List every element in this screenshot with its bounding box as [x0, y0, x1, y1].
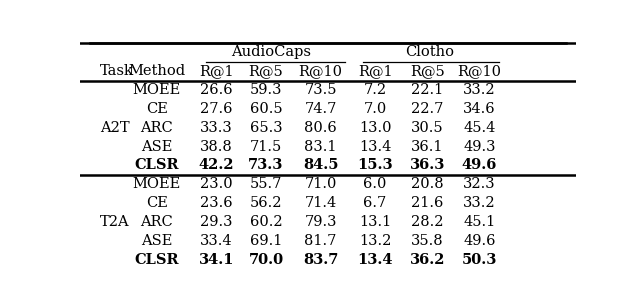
Text: 71.0: 71.0	[305, 177, 337, 191]
Text: ARC: ARC	[141, 121, 173, 135]
Text: 71.5: 71.5	[250, 140, 282, 154]
Text: Clotho: Clotho	[405, 45, 454, 59]
Text: 49.6: 49.6	[463, 234, 495, 248]
Text: 20.8: 20.8	[411, 177, 444, 191]
Text: CLSR: CLSR	[134, 158, 179, 173]
Text: Task: Task	[100, 64, 134, 78]
Text: 13.4: 13.4	[359, 140, 391, 154]
Text: 71.4: 71.4	[305, 196, 337, 210]
Text: 38.8: 38.8	[200, 140, 233, 154]
Text: ARC: ARC	[141, 215, 173, 229]
Text: 27.6: 27.6	[200, 102, 233, 116]
Text: 73.3: 73.3	[248, 158, 284, 173]
Text: 83.7: 83.7	[303, 253, 339, 267]
Text: MOEE: MOEE	[132, 83, 181, 97]
Text: 50.3: 50.3	[461, 253, 497, 267]
Text: 33.4: 33.4	[200, 234, 233, 248]
Text: 42.2: 42.2	[198, 158, 234, 173]
Text: 45.4: 45.4	[463, 121, 495, 135]
Text: 80.6: 80.6	[304, 121, 337, 135]
Text: 32.3: 32.3	[463, 177, 495, 191]
Text: 34.6: 34.6	[463, 102, 495, 116]
Text: CE: CE	[146, 102, 168, 116]
Text: 34.1: 34.1	[198, 253, 234, 267]
Text: 55.7: 55.7	[250, 177, 282, 191]
Text: 73.5: 73.5	[304, 83, 337, 97]
Text: R@1: R@1	[199, 64, 234, 78]
Text: 33.3: 33.3	[200, 121, 233, 135]
Text: 81.7: 81.7	[305, 234, 337, 248]
Text: R@5: R@5	[248, 64, 284, 78]
Text: T2A: T2A	[100, 215, 129, 229]
Text: 35.8: 35.8	[411, 234, 444, 248]
Text: 13.4: 13.4	[357, 253, 393, 267]
Text: ASE: ASE	[141, 234, 173, 248]
Text: CE: CE	[146, 196, 168, 210]
Text: 23.0: 23.0	[200, 177, 233, 191]
Text: 60.2: 60.2	[250, 215, 282, 229]
Text: R@10: R@10	[458, 64, 501, 78]
Text: 49.3: 49.3	[463, 140, 495, 154]
Text: 60.5: 60.5	[250, 102, 282, 116]
Text: Method: Method	[128, 64, 186, 78]
Text: A2T: A2T	[100, 121, 129, 135]
Text: R@1: R@1	[358, 64, 392, 78]
Text: R@5: R@5	[410, 64, 445, 78]
Text: 13.2: 13.2	[359, 234, 391, 248]
Text: 33.2: 33.2	[463, 83, 495, 97]
Text: 79.3: 79.3	[304, 215, 337, 229]
Text: 33.2: 33.2	[463, 196, 495, 210]
Text: 7.0: 7.0	[364, 102, 387, 116]
Text: 15.3: 15.3	[357, 158, 393, 173]
Text: 70.0: 70.0	[248, 253, 284, 267]
Text: 36.2: 36.2	[410, 253, 445, 267]
Text: ASE: ASE	[141, 140, 173, 154]
Text: 13.1: 13.1	[359, 215, 391, 229]
Text: 6.7: 6.7	[364, 196, 387, 210]
Text: 26.6: 26.6	[200, 83, 233, 97]
Text: 56.2: 56.2	[250, 196, 282, 210]
Text: CLSR: CLSR	[134, 253, 179, 267]
Text: AudioCaps: AudioCaps	[231, 45, 311, 59]
Text: 28.2: 28.2	[411, 215, 444, 229]
Text: 7.2: 7.2	[364, 83, 387, 97]
Text: 13.0: 13.0	[359, 121, 392, 135]
Text: 36.3: 36.3	[410, 158, 445, 173]
Text: 22.7: 22.7	[411, 102, 444, 116]
Text: 30.5: 30.5	[411, 121, 444, 135]
Text: 69.1: 69.1	[250, 234, 282, 248]
Text: 65.3: 65.3	[250, 121, 282, 135]
Text: 83.1: 83.1	[304, 140, 337, 154]
Text: 23.6: 23.6	[200, 196, 233, 210]
Text: 6.0: 6.0	[364, 177, 387, 191]
Text: 21.6: 21.6	[411, 196, 444, 210]
Text: 74.7: 74.7	[305, 102, 337, 116]
Text: 59.3: 59.3	[250, 83, 282, 97]
Text: R@10: R@10	[298, 64, 342, 78]
Text: 22.1: 22.1	[411, 83, 444, 97]
Text: MOEE: MOEE	[132, 177, 181, 191]
Text: 49.6: 49.6	[461, 158, 497, 173]
Text: 29.3: 29.3	[200, 215, 233, 229]
Text: 36.1: 36.1	[411, 140, 444, 154]
Text: 45.1: 45.1	[463, 215, 495, 229]
Text: 84.5: 84.5	[303, 158, 339, 173]
